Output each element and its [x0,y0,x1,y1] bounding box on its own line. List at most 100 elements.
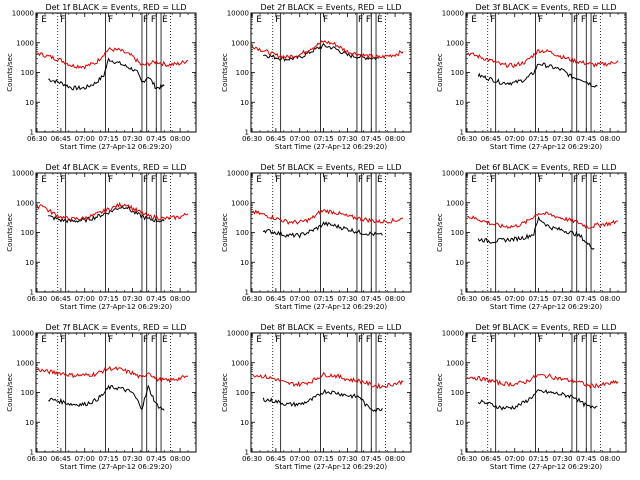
x-tick-label: 07:45 [146,135,166,143]
series-line [262,221,383,239]
y-axis-label: Counts/sec [221,53,229,92]
event-flag-label: F [151,335,156,345]
event-flag-label: E [592,335,598,345]
series-line [262,388,383,413]
x-tick-label: 07:15 [528,455,548,463]
event-flag-label: F [538,335,543,345]
x-tick-label: 07:15 [313,135,333,143]
x-tick-label: 07:15 [313,295,333,303]
x-axis-label: Start Time (27-Apr-12 06:29:20) [60,143,172,151]
y-axis-label: Counts/sec [221,213,229,252]
x-axis-label: Start Time (27-Apr-12 06:29:20) [275,463,387,471]
y-tick-label: 10 [25,99,34,107]
event-flag-label: F [490,15,495,25]
y-tick-label: 1000 [16,39,34,47]
event-flag-label: F [323,335,328,345]
x-tick-label: 06:30 [27,295,47,303]
series-line [477,389,598,411]
x-tick-label: 07:45 [576,455,596,463]
x-tick-label: 08:00 [385,455,405,463]
y-tick-label: 100 [451,229,464,237]
event-flag-label: F [573,335,578,345]
x-tick-label: 06:45 [481,455,501,463]
y-axis-label: Counts/sec [436,213,444,252]
x-tick-label: 07:45 [576,295,596,303]
event-flag-label: F [323,15,328,25]
event-flag-label: E [471,335,477,345]
event-flag-label: E [377,335,383,345]
y-tick-label: 100 [21,229,34,237]
event-flag-label: F [358,335,363,345]
chart-title: Det 5f BLACK = Events, RED = LLD [260,163,401,172]
x-tick-label: 07:45 [146,455,166,463]
x-tick-label: 06:45 [51,295,71,303]
event-flag-label: F [366,335,371,345]
x-tick-label: 07:45 [576,135,596,143]
x-axis-label: Start Time (27-Apr-12 06:29:20) [490,303,602,311]
x-tick-label: 06:30 [242,295,262,303]
series-line [48,384,165,411]
event-flag-label: F [366,175,371,185]
x-tick-label: 08:00 [600,295,620,303]
plot-frame [35,12,197,133]
chart-title: Det 1f BLACK = Events, RED = LLD [45,3,186,12]
chart-title: Det 8f BLACK = Events, RED = LLD [260,323,401,332]
y-tick-label: 1 [460,129,464,137]
x-tick-label: 08:00 [170,135,190,143]
y-tick-label: 10000 [442,170,464,178]
y-tick-label: 10000 [227,330,249,338]
x-tick-label: 07:30 [122,295,142,303]
event-flag-label: E [256,15,262,25]
event-flag-label: F [358,15,363,25]
y-tick-label: 10000 [227,10,249,18]
event-flag-label: E [162,15,168,25]
series-line [251,371,404,390]
chart-title: Det 3f BLACK = Events, RED = LLD [475,3,616,12]
y-tick-label: 1 [245,289,249,297]
x-tick-label: 06:30 [457,135,477,143]
y-tick-label: 10000 [442,10,464,18]
x-tick-label: 06:30 [457,295,477,303]
x-tick-label: 07:30 [122,135,142,143]
event-flag-label: F [151,175,156,185]
x-tick-label: 06:30 [457,455,477,463]
x-tick-label: 07:00 [75,455,95,463]
series-line [251,209,404,226]
x-axis-label: Start Time (27-Apr-12 06:29:20) [60,303,172,311]
event-flag-label: F [143,175,148,185]
event-flag-label: F [490,335,495,345]
event-flag-label: F [490,175,495,185]
x-tick-label: 07:00 [290,135,310,143]
plot-frame [35,332,197,453]
x-tick-label: 07:15 [98,135,118,143]
y-tick-label: 10000 [442,330,464,338]
x-tick-label: 07:00 [75,135,95,143]
y-tick-label: 10 [455,99,464,107]
chart-title: Det 2f BLACK = Events, RED = LLD [260,3,401,12]
y-tick-label: 10 [240,99,249,107]
y-tick-label: 1000 [446,199,464,207]
x-axis-label: Start Time (27-Apr-12 06:29:20) [60,463,172,471]
x-tick-label: 06:30 [242,455,262,463]
y-tick-label: 10 [240,259,249,267]
x-tick-label: 06:45 [51,135,71,143]
event-flag-label: F [151,15,156,25]
x-tick-label: 08:00 [600,455,620,463]
event-flag-label: F [108,335,113,345]
x-tick-label: 07:30 [122,455,142,463]
x-tick-label: 08:00 [170,295,190,303]
y-tick-label: 1 [30,449,34,457]
event-flag-label: F [581,175,586,185]
y-tick-label: 100 [236,69,249,77]
event-flag-label: E [592,15,598,25]
event-flag-label: F [143,15,148,25]
series-line [466,48,619,69]
y-axis-label: Counts/sec [436,53,444,92]
x-tick-label: 07:15 [98,455,118,463]
x-tick-label: 07:45 [146,295,166,303]
event-flag-label: F [538,15,543,25]
event-flag-label: E [41,175,47,185]
